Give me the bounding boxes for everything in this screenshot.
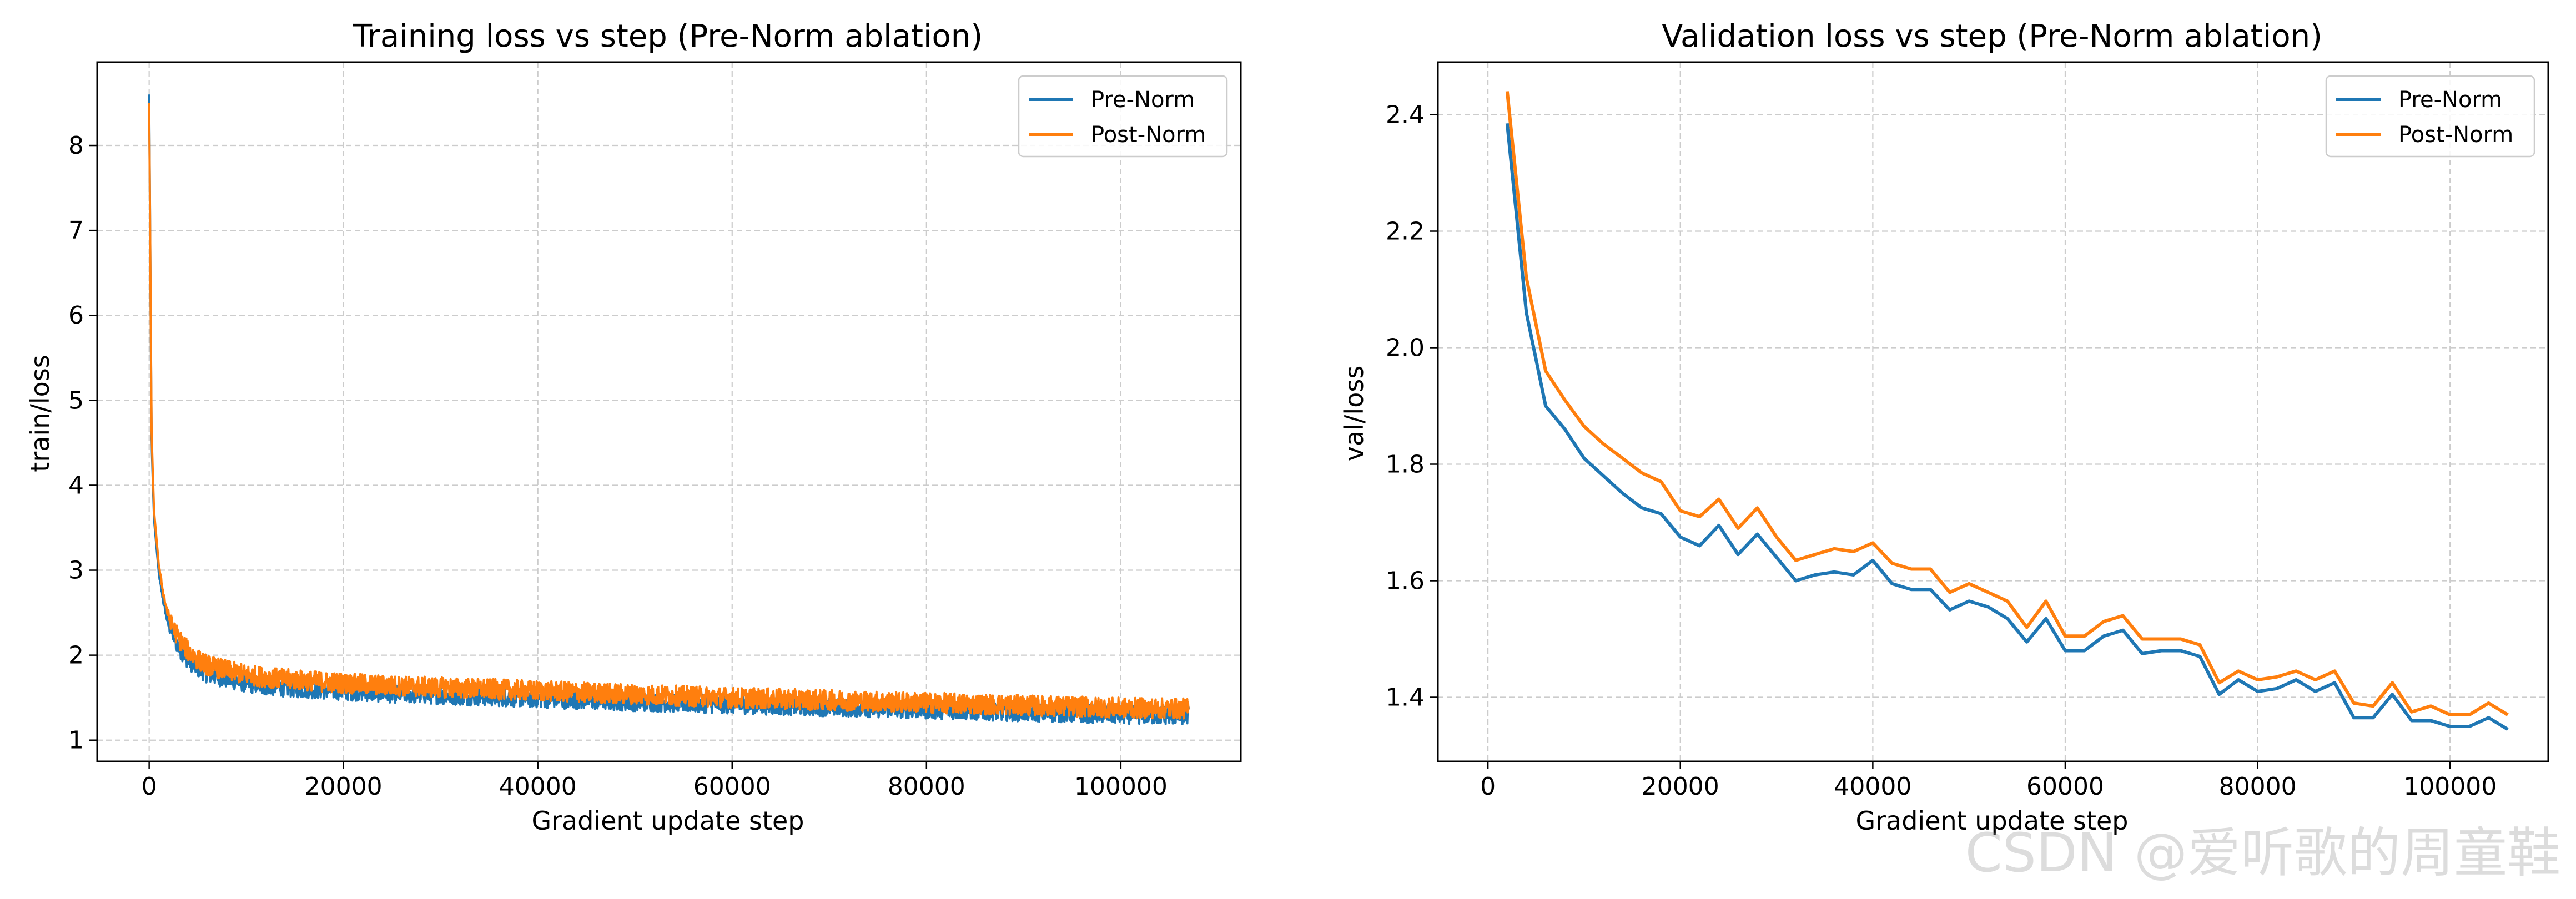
x-tick-label: 40000 <box>499 772 577 801</box>
y-tick-label: 6 <box>68 301 84 330</box>
val-loss-chart: Validation loss vs step (Pre-Norm ablati… <box>1339 18 2549 836</box>
x-tick-label: 20000 <box>305 772 383 801</box>
x-tick-label: 60000 <box>2026 772 2104 801</box>
chart-title: Validation loss vs step (Pre-Norm ablati… <box>1662 18 2322 54</box>
legend-label: Post-Norm <box>1091 122 1206 148</box>
y-tick-label: 1 <box>68 726 84 755</box>
x-tick-label: 80000 <box>2219 772 2297 801</box>
series-line-post-norm <box>148 103 1190 720</box>
series-line-post-norm <box>1505 91 2509 716</box>
y-tick-label: 2.0 <box>1386 334 1425 362</box>
plot-frame <box>1437 61 2549 762</box>
y-tick-label: 2.4 <box>1386 101 1425 129</box>
x-tick-label: 0 <box>1480 772 1496 801</box>
legend: Pre-Norm Post-Norm <box>1018 75 1228 158</box>
x-axis-label: Gradient update step <box>531 806 804 836</box>
y-axis-label: train/loss <box>25 355 55 472</box>
legend-box <box>2325 75 2535 158</box>
y-tick-label: 3 <box>68 557 84 585</box>
y-tick-label: 2 <box>68 642 84 670</box>
x-axis-label: Gradient update step <box>1855 806 2128 836</box>
y-tick-label: 8 <box>68 132 84 160</box>
x-tick-label: 0 <box>142 772 157 801</box>
x-tick-label: 40000 <box>1834 772 1911 801</box>
y-tick-label: 4 <box>68 471 84 499</box>
legend-label: Pre-Norm <box>2398 87 2502 113</box>
y-tick-label: 1.8 <box>1386 451 1425 479</box>
y-tick-label: 7 <box>68 216 84 245</box>
x-tick-label: 60000 <box>693 772 771 801</box>
y-axis-label: val/loss <box>1339 366 1369 462</box>
train-loss-chart: Training loss vs step (Pre-Norm ablation… <box>25 18 1242 836</box>
legend: Pre-Norm Post-Norm <box>2325 75 2535 158</box>
plot-frame <box>96 61 1242 762</box>
y-tick-label: 5 <box>68 386 84 415</box>
y-tick-label: 1.4 <box>1386 684 1425 712</box>
y-tick-label: 1.6 <box>1386 567 1425 595</box>
x-tick-label: 100000 <box>1074 772 1168 801</box>
y-tick-label: 2.2 <box>1386 218 1425 246</box>
legend-box <box>1018 75 1228 158</box>
series-line-pre-norm <box>1505 123 2509 731</box>
legend-label: Post-Norm <box>2398 122 2513 148</box>
legend-label: Pre-Norm <box>1091 87 1195 113</box>
x-tick-label: 20000 <box>1642 772 1719 801</box>
chart-title: Training loss vs step (Pre-Norm ablation… <box>353 18 983 54</box>
watermark: CSDN @爱听歌的周童鞋 <box>1965 822 2560 884</box>
x-tick-label: 100000 <box>2403 772 2497 801</box>
x-tick-label: 80000 <box>888 772 965 801</box>
